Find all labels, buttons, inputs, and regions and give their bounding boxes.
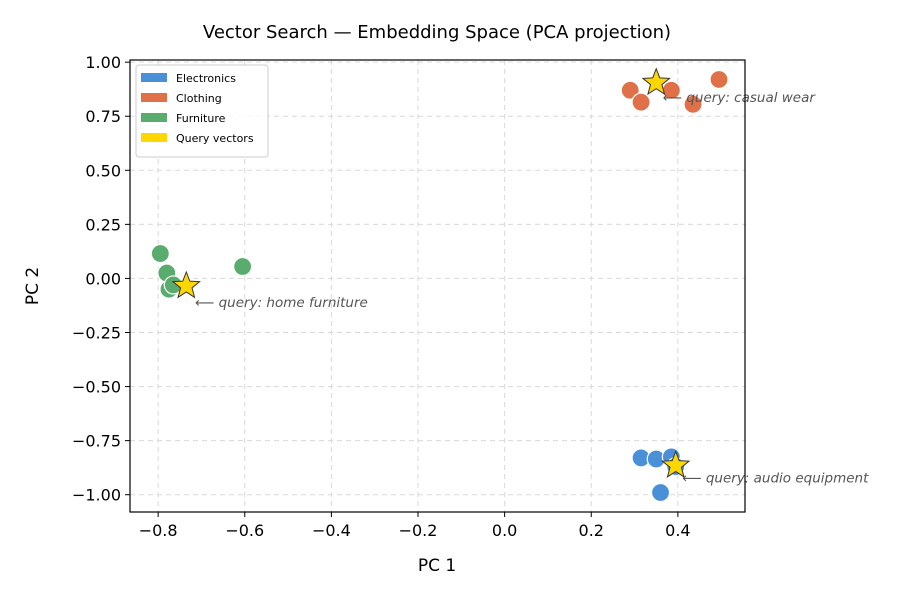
query-star-point (641, 67, 671, 96)
x-tick-label: 0.4 (665, 521, 690, 540)
data-point (620, 80, 640, 100)
query-annotation: ⟵ query: casual wear (663, 90, 817, 106)
legend-box (135, 64, 269, 158)
series-furniture (150, 243, 253, 299)
query-annotation: ⟵ query: home furniture (195, 295, 368, 311)
y-tick-label: 0.00 (85, 269, 121, 288)
y-axis-label: PC 2 (23, 267, 43, 305)
query-annotation: ⟵ query: audio equipment (682, 470, 869, 486)
x-tick-label: 0.0 (492, 521, 517, 540)
y-tick-label: 1.00 (85, 53, 121, 72)
grid (130, 60, 745, 512)
query-star-point (171, 270, 201, 299)
y-tick-label: −0.25 (72, 323, 121, 342)
data-point (650, 482, 671, 503)
legend-swatch (141, 93, 167, 102)
y-tick-label: 0.75 (85, 107, 121, 126)
y-tick-label: −0.50 (72, 378, 121, 397)
x-tick-label: −0.6 (225, 521, 264, 540)
annotations: ⟵ query: casual wear ⟵ query: home furnit… (195, 90, 869, 487)
chart-title: Vector Search — Embedding Space (PCA pro… (203, 22, 671, 43)
y-tick-label: −0.75 (72, 432, 121, 451)
data-point (709, 69, 729, 90)
legend: Electronics Clothing Furniture Query vector… (135, 64, 269, 158)
legend-label: Clothing (176, 92, 222, 105)
data-point (150, 243, 170, 264)
data-point (631, 92, 651, 112)
y-tick-label: 0.25 (85, 215, 121, 234)
plot-frame (129, 59, 746, 513)
data-point (683, 94, 703, 114)
legend-label: Query vectors (176, 132, 254, 145)
axis-ticks: −0.8 −0.6 −0.4 −0.2 0.0 0.2 0.4 1.00 0.75 0.50 0.2… (72, 53, 691, 540)
y-tick-label: 0.50 (85, 161, 121, 180)
data-point (233, 256, 253, 277)
x-tick-label: −0.4 (312, 521, 351, 540)
data-points (150, 67, 729, 503)
legend-label: Electronics (176, 72, 236, 85)
x-tick-label: 0.2 (579, 521, 604, 540)
query-star-point (661, 450, 691, 478)
legend-swatch (141, 113, 167, 122)
x-tick-label: −0.2 (399, 521, 438, 540)
x-axis-label: PC 1 (418, 556, 456, 576)
y-tick-label: −1.00 (72, 486, 121, 505)
series-clothing (620, 69, 729, 114)
legend-swatch (141, 73, 167, 82)
legend-swatch (141, 133, 167, 142)
legend-label: Furniture (176, 112, 226, 125)
x-tick-label: −0.8 (139, 521, 178, 540)
series-query-vectors (171, 67, 691, 478)
